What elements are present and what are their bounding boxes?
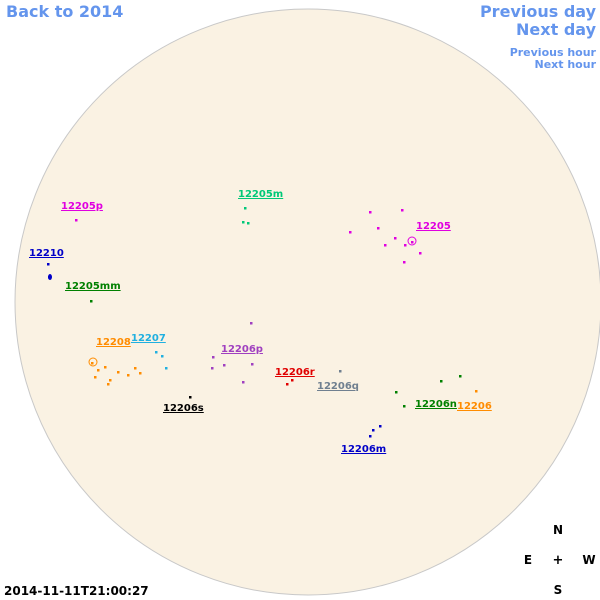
compass-center: + <box>553 553 564 568</box>
sunspot <box>242 221 245 224</box>
sunspot <box>48 274 52 280</box>
sunspot <box>134 367 137 370</box>
region-link[interactable]: 12206s <box>163 403 204 414</box>
sunspot <box>339 370 342 373</box>
sunspot <box>211 367 214 370</box>
sunspot <box>117 371 120 374</box>
region-link[interactable]: 12210 <box>29 248 64 259</box>
region-link[interactable]: 12207 <box>131 333 166 344</box>
sunspot <box>440 380 443 383</box>
sunspot <box>291 379 294 382</box>
compass-east: E <box>524 553 532 567</box>
sunspot <box>403 261 406 264</box>
sunspot <box>91 362 94 365</box>
sunspot <box>395 391 398 394</box>
sunspot <box>139 372 142 375</box>
sunspot <box>47 263 50 266</box>
sunspot <box>377 227 380 230</box>
sunspot <box>369 435 372 438</box>
sunspot <box>247 222 250 225</box>
sunspot <box>97 369 100 372</box>
sunspot <box>404 244 407 247</box>
region-link[interactable]: 12206p <box>221 344 263 355</box>
sunspot <box>94 376 97 379</box>
sunspot <box>419 252 422 255</box>
sunspot <box>372 429 375 432</box>
sunspot <box>407 236 417 246</box>
region-link[interactable]: 12205p <box>61 201 103 212</box>
sunspot <box>251 363 254 366</box>
sunspot <box>107 383 110 386</box>
sunspot <box>161 355 164 358</box>
previous-hour-link[interactable]: Previous hour <box>510 46 597 59</box>
region-link[interactable]: 12206 <box>457 401 492 412</box>
sunspot <box>109 379 112 382</box>
sunspot <box>475 390 478 393</box>
sunspot <box>212 356 215 359</box>
compass-west: W <box>582 553 595 567</box>
previous-day-link[interactable]: Previous day <box>480 2 597 21</box>
sunspot <box>394 237 397 240</box>
next-day-link[interactable]: Next day <box>516 20 597 39</box>
sunspot <box>223 364 226 367</box>
compass-south: S <box>554 583 563 597</box>
region-link[interactable]: 12205m <box>238 189 283 200</box>
sunspot <box>349 231 352 234</box>
sunspot <box>250 322 253 325</box>
region-link[interactable]: 12206m <box>341 444 386 455</box>
back-link[interactable]: Back to 2014 <box>6 2 123 21</box>
sunspot <box>88 357 98 367</box>
sunspot <box>403 405 406 408</box>
solar-disk <box>14 8 600 596</box>
sunspot <box>242 381 245 384</box>
sunspot <box>90 300 93 303</box>
sunspot <box>75 219 78 222</box>
region-link[interactable]: 12206n <box>415 399 457 410</box>
region-link[interactable]: 12208 <box>96 337 131 348</box>
sunspot <box>401 209 404 212</box>
timestamp: 2014-11-11T21:00:27 <box>4 584 149 598</box>
sunspot <box>244 207 247 210</box>
region-link[interactable]: 12206q <box>317 381 359 392</box>
compass-north: N <box>553 523 563 537</box>
sunspot <box>384 244 387 247</box>
sunspot <box>165 367 168 370</box>
sunspot <box>369 211 372 214</box>
sunspot <box>459 375 462 378</box>
sunspot <box>286 383 289 386</box>
sunspot <box>155 351 158 354</box>
sunspot <box>189 396 192 399</box>
region-link[interactable]: 12205 <box>416 221 451 232</box>
sunspot <box>411 241 414 244</box>
region-link[interactable]: 12205mm <box>65 281 121 292</box>
sunspot <box>127 374 130 377</box>
sunspot <box>104 366 107 369</box>
next-hour-link[interactable]: Next hour <box>535 58 597 71</box>
region-link[interactable]: 12206r <box>275 367 315 378</box>
sunspot <box>379 425 382 428</box>
